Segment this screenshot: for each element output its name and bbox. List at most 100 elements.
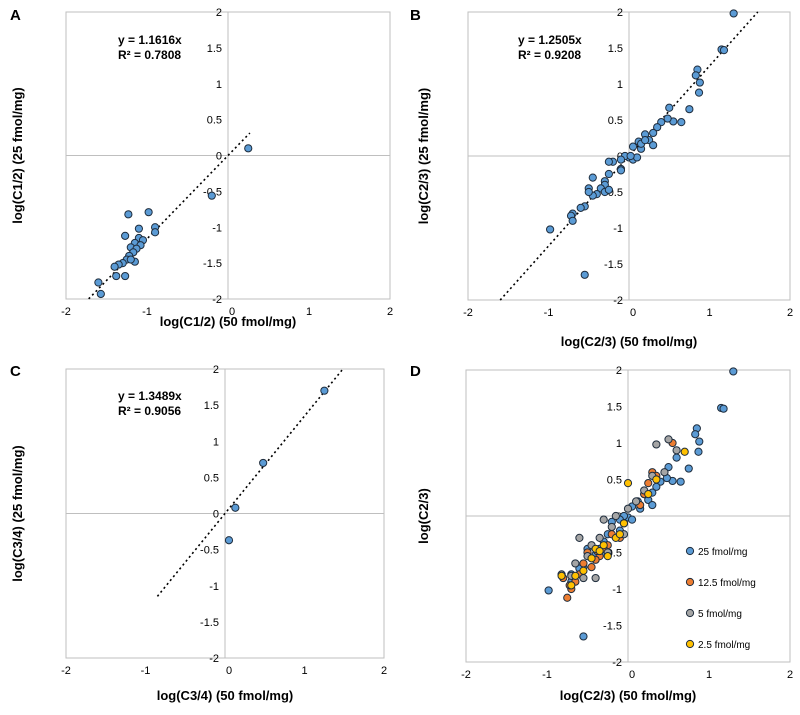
- x-tick-label: -2: [461, 669, 471, 681]
- data-point: [685, 105, 694, 114]
- data-point: [96, 289, 105, 299]
- data-point: [719, 46, 729, 55]
- r-squared: R² = 0.7808: [118, 48, 181, 62]
- data-point: [626, 151, 635, 161]
- y-tick-label: 1: [213, 436, 219, 448]
- y-tick-label: -1.5: [203, 258, 222, 270]
- data-point: [124, 210, 133, 219]
- data-point: [729, 367, 738, 376]
- legend-label: 25 fmol/mg: [698, 547, 747, 558]
- data-point: [694, 88, 704, 97]
- x-tick-label: -2: [61, 665, 71, 677]
- y-tick-label: 2: [213, 364, 219, 376]
- data-point: [587, 554, 596, 563]
- data-point: [649, 128, 658, 138]
- y-axis-title: log(C3/4) (25 fmol/mg): [10, 445, 25, 582]
- trend-equation: y = 1.1616x: [118, 33, 182, 47]
- trend-equation: y = 1.2505x: [518, 33, 582, 47]
- x-tick-label: 0: [226, 665, 232, 677]
- data-point: [663, 114, 672, 123]
- data-point: [575, 533, 584, 543]
- y-tick-label: 1: [616, 438, 622, 450]
- legend: 25 fmol/mg 12.5 fmol/mg 5 fmol/mg 2.5 fmol/…: [685, 546, 756, 651]
- y-tick-label: -1.5: [603, 621, 622, 633]
- x-axis-title: log(C2/3) (50 fmol/mg): [561, 334, 698, 349]
- data-point: [648, 500, 657, 510]
- x-tick-label: 1: [706, 307, 712, 319]
- data-point: [616, 166, 626, 175]
- y-tick-label: -0.5: [200, 545, 219, 557]
- data-point: [571, 559, 580, 568]
- data-point: [588, 173, 597, 182]
- data-point: [623, 504, 633, 513]
- data-point: [112, 271, 121, 281]
- data-point: [576, 203, 585, 212]
- x-axis-title: log(C2/3) (50 fmol/mg): [560, 688, 697, 703]
- x-tick-label: 2: [381, 665, 387, 677]
- x-tick-label: -1: [141, 665, 151, 677]
- x-tick-label: -1: [542, 669, 552, 681]
- data-point: [695, 78, 704, 87]
- y-tick-label: 1.5: [607, 402, 622, 414]
- data-point: [259, 458, 268, 468]
- x-tick-label: -1: [142, 306, 152, 318]
- r-squared: R² = 0.9056: [118, 404, 181, 418]
- data-point: [546, 225, 555, 234]
- data-point: [595, 546, 604, 556]
- x-tick-label: 1: [306, 306, 312, 318]
- y-tick-label: 1.5: [608, 43, 623, 55]
- panel-c: C 2 1.5 1 0.5 0 -0.5 -1 -1.5 -2 -2 -1 0 1 2 log(C3/4) (…: [10, 363, 387, 703]
- y-tick-label: 0: [216, 151, 222, 163]
- x-tick-label: 0: [229, 306, 235, 318]
- panel-label: A: [10, 7, 21, 24]
- y-tick-label: 0.5: [207, 115, 222, 127]
- data-point: [611, 511, 620, 521]
- r-squared: R² = 0.9208: [518, 48, 581, 62]
- data-point: [320, 386, 329, 395]
- x-tick-label: 0: [630, 307, 636, 319]
- y-tick-label: 0.5: [607, 475, 622, 487]
- data-point: [623, 479, 633, 488]
- legend-marker: [685, 546, 695, 556]
- data-point: [126, 255, 135, 264]
- y-tick-label: 0: [213, 509, 219, 521]
- y-tick-label: 0.5: [608, 115, 623, 127]
- data-point: [660, 468, 669, 477]
- data-point: [144, 208, 153, 217]
- data-point: [694, 447, 703, 456]
- legend-label: 12.5 fmol/mg: [698, 578, 756, 589]
- data-point: [557, 571, 566, 580]
- data-point: [652, 475, 661, 484]
- legend-label: 2.5 fmol/mg: [698, 640, 750, 651]
- trendline: [88, 132, 251, 300]
- panel-label: B: [410, 7, 421, 24]
- data-point: [607, 522, 616, 532]
- y-tick-label: 0.5: [204, 472, 219, 484]
- x-tick-label: 0: [629, 669, 635, 681]
- data-point: [616, 155, 626, 164]
- data-point: [628, 142, 638, 151]
- x-tick-label: -1: [544, 307, 554, 319]
- data-point: [595, 533, 604, 543]
- x-tick-label: 1: [706, 669, 712, 681]
- trend-equation: y = 1.3489x: [118, 389, 182, 403]
- data-point: [644, 490, 653, 499]
- y-tick-label: -1: [212, 222, 222, 234]
- data-point: [134, 224, 143, 233]
- y-tick-label: -1.5: [200, 617, 219, 629]
- data-point: [665, 103, 674, 112]
- data-point: [568, 216, 577, 225]
- data-point: [719, 404, 728, 413]
- legend-label: 5 fmol/mg: [698, 609, 742, 620]
- x-axis-title: log(C1/2) (50 fmol/mg): [160, 314, 297, 329]
- data-point: [599, 515, 608, 524]
- data-point: [544, 586, 553, 595]
- y-axis-title: log(C2/3) (25 fmol/mg): [416, 88, 431, 225]
- legend-marker: [685, 639, 695, 649]
- data-point: [603, 552, 612, 561]
- data-point: [587, 563, 596, 572]
